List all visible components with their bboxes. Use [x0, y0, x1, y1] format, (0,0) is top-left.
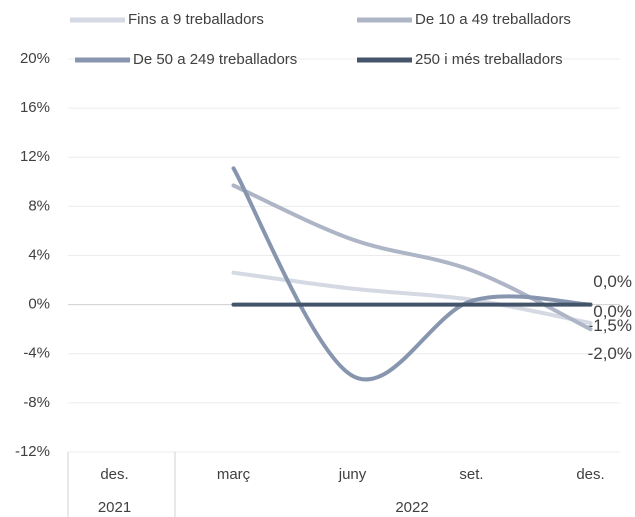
legend-label: 250 i més treballadors: [415, 51, 563, 68]
series-line: [231, 183, 593, 332]
value-label: 0,0%: [593, 272, 632, 291]
legend-label: Fins a 9 treballadors: [128, 11, 264, 28]
x-group-label: 2022: [395, 499, 428, 516]
y-tick-label: 8%: [28, 197, 50, 214]
series-line: [231, 166, 593, 382]
x-group-label: 2021: [98, 499, 131, 516]
x-tick-label: des.: [100, 466, 128, 483]
legend-label: De 10 a 49 treballadors: [415, 11, 571, 28]
y-tick-label: 16%: [20, 99, 50, 116]
value-label: -1,5%: [588, 316, 632, 335]
y-tick-label: -4%: [23, 345, 50, 362]
x-tick-label: des.: [576, 466, 604, 483]
x-tick-label: set.: [459, 466, 483, 483]
y-tick-label: -12%: [15, 443, 50, 460]
y-tick-label: 4%: [28, 246, 50, 263]
y-tick-label: 20%: [20, 50, 50, 67]
x-tick-label: juny: [338, 466, 367, 483]
x-tick-label: març: [217, 466, 251, 483]
y-tick-label: 0%: [28, 296, 50, 313]
legend-label: De 50 a 249 treballadors: [133, 51, 297, 68]
y-tick-label: 12%: [20, 148, 50, 165]
value-label: 0,0%: [593, 302, 632, 321]
y-tick-label: -8%: [23, 394, 50, 411]
value-label: -2,0%: [588, 344, 632, 363]
